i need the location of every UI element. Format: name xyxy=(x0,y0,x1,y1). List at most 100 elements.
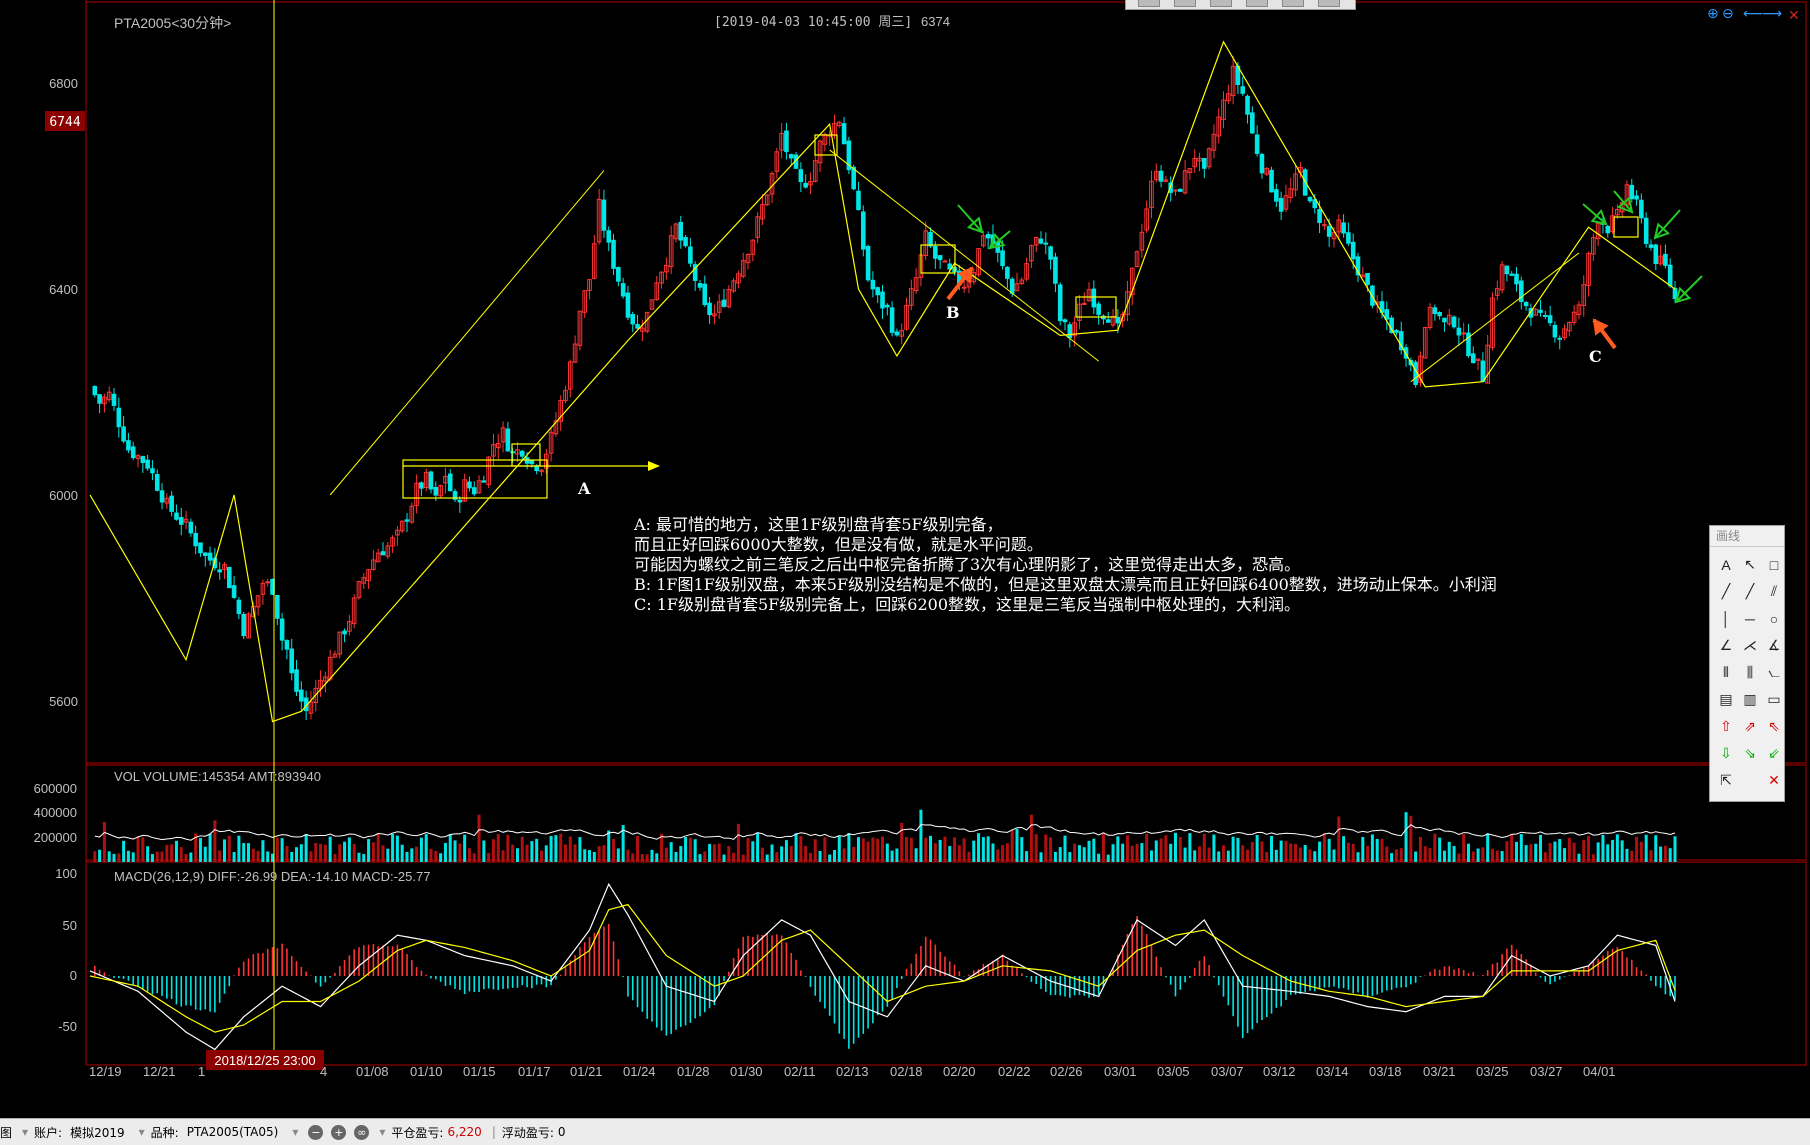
volume-bar xyxy=(1366,845,1370,862)
candle xyxy=(222,562,227,579)
fib-lines-tool-icon[interactable]: ⫼ xyxy=(1746,664,1754,680)
volume-bar xyxy=(828,854,832,862)
zoom-controls[interactable]: ⊕ ⊖ ⟵ ⟶ ✕ xyxy=(1707,5,1800,23)
line-segment-tool-icon[interactable]: ╱ xyxy=(1721,583,1731,599)
volume-bar xyxy=(905,836,909,862)
candle xyxy=(1643,212,1649,248)
macd-lines xyxy=(89,882,1676,1051)
volume-bar xyxy=(1476,848,1480,862)
rectangle-tool-icon[interactable]: □ xyxy=(1769,556,1779,573)
candle-body xyxy=(1125,291,1130,316)
speed-tool-icon[interactable]: ⦦ xyxy=(1768,664,1780,680)
up-arrow-tool-icon[interactable]: ⇧ xyxy=(1720,718,1732,734)
candle-body xyxy=(106,391,112,401)
scroll-left-icon[interactable]: ⟵ xyxy=(1743,5,1763,21)
candle-body xyxy=(942,260,948,263)
select-tool-icon[interactable]: ⇱ xyxy=(1720,772,1732,788)
blank-tool-icon[interactable] xyxy=(1738,767,1762,794)
account-select[interactable]: 模拟2019 xyxy=(70,1125,125,1140)
candle xyxy=(606,226,612,252)
chevron-down-icon[interactable]: ▾ xyxy=(138,1125,145,1139)
float-pnl-value: 0 xyxy=(557,1125,566,1139)
volume-bar xyxy=(818,851,822,862)
statusbar-left-fragment: 图 xyxy=(0,1125,13,1140)
candle-body xyxy=(697,283,703,288)
plus-circle-icon[interactable]: + xyxy=(331,1124,347,1140)
angle-tool-icon[interactable]: ∠ xyxy=(1719,637,1733,653)
vertical-line-tool-icon[interactable]: │ xyxy=(1721,610,1731,627)
product-select[interactable]: PTA2005(TA05) xyxy=(186,1125,279,1139)
candle-body xyxy=(226,566,232,589)
candle-body xyxy=(1317,209,1322,224)
candle-body xyxy=(1326,226,1332,237)
zoom-in-icon[interactable]: ⊕ xyxy=(1707,5,1719,21)
gann-tool-icon[interactable]: ∡ xyxy=(1767,637,1781,653)
macd-tick-minus-50: -50 xyxy=(58,1019,77,1034)
down-right-arrow-tool-icon[interactable]: ⇘ xyxy=(1744,745,1756,761)
candle-body xyxy=(1528,308,1534,318)
candle xyxy=(875,286,880,304)
ellipse-tool-icon[interactable]: ○ xyxy=(1769,610,1779,627)
cycle-lines-tool-icon[interactable]: ⦀ xyxy=(1722,664,1730,680)
chevron-down-icon[interactable]: ▾ xyxy=(379,1125,386,1139)
close-panel-icon[interactable]: ✕ xyxy=(1788,7,1800,23)
candle xyxy=(1571,305,1577,326)
candle xyxy=(1514,267,1519,292)
signal-arrow-shaft xyxy=(1654,209,1681,239)
up-left-arrow-tool-icon[interactable]: ⇖ xyxy=(1768,718,1780,734)
volume-bar xyxy=(1399,848,1403,862)
candle-body xyxy=(865,245,871,281)
volume-bar xyxy=(1082,847,1086,862)
toolbar-btn-icon[interactable] xyxy=(1246,0,1268,7)
candle xyxy=(1461,322,1466,342)
candle xyxy=(1355,252,1361,283)
candle xyxy=(1538,299,1543,317)
chart-area[interactable]: PTA2005<30分钟> [2019-04-03 10:45:00 周三] 6… xyxy=(0,0,1810,1118)
candle xyxy=(1274,183,1279,207)
ray-tool-icon[interactable]: ╱ xyxy=(1745,583,1755,599)
candle xyxy=(860,205,866,257)
zoom-out-icon[interactable]: ⊖ xyxy=(1722,5,1734,21)
volume-bar xyxy=(650,849,654,862)
arrow-pointer-tool-icon[interactable]: ↖ xyxy=(1744,556,1756,572)
candle xyxy=(198,542,203,557)
candle-body xyxy=(909,288,914,306)
ruler-tool-icon[interactable]: ▭ xyxy=(1767,691,1781,707)
chevron-down-icon[interactable]: ▾ xyxy=(292,1125,299,1139)
candle-body xyxy=(568,361,573,390)
volume-bar xyxy=(1471,851,1475,862)
down-arrow-tool-icon[interactable]: ⇩ xyxy=(1720,745,1732,761)
parallel-lines-tool-icon[interactable]: ⫽ xyxy=(1770,583,1778,599)
candle-body xyxy=(97,394,102,404)
candle xyxy=(1533,308,1539,316)
toolbar-btn-icon[interactable] xyxy=(1174,0,1196,7)
fan-tool-icon[interactable]: ⋌ xyxy=(1743,637,1757,653)
toolbar-btn-icon[interactable] xyxy=(1138,0,1160,7)
drawing-toolbox[interactable]: 画线 A ↖ □ ╱ ╱ ⫽ │ ─ ○ ∠ ⋌ ∡ ⦀ ⫼ ⦦ ▤ ▥ ▭ ⇧ ⇗ ⇖ ⇩ ⇘ ⇙ ⇱ ✕ xyxy=(1709,525,1785,802)
volume-bar xyxy=(155,851,159,862)
toolbar-btn-icon[interactable] xyxy=(1282,0,1304,7)
delete-tool-icon[interactable]: ✕ xyxy=(1768,772,1780,788)
horizontal-line-tool-icon[interactable]: ─ xyxy=(1745,610,1755,627)
minus-circle-icon[interactable]: − xyxy=(308,1124,324,1140)
down-left-arrow-tool-icon[interactable]: ⇙ xyxy=(1768,745,1780,761)
text-tool-icon[interactable]: A xyxy=(1721,556,1731,573)
toolbar-btn-icon[interactable] xyxy=(1210,0,1232,7)
glasses-icon[interactable]: ∞ xyxy=(354,1124,370,1140)
volume-bar xyxy=(1073,843,1077,862)
signal-arrow-shaft xyxy=(1675,275,1703,303)
volume-bar xyxy=(1524,845,1528,862)
top-toolbar-stub[interactable] xyxy=(1125,0,1356,10)
candle xyxy=(539,468,544,477)
volume-bar xyxy=(218,850,222,862)
up-right-arrow-tool-icon[interactable]: ⇗ xyxy=(1744,718,1756,734)
scroll-right-icon[interactable]: ⟶ xyxy=(1762,5,1782,21)
volume-bar xyxy=(1198,846,1201,862)
date-label: 1 xyxy=(198,1064,205,1079)
volume-bar xyxy=(102,821,106,862)
pivot-box xyxy=(814,134,838,156)
toolbar-btn-icon[interactable] xyxy=(1318,0,1340,7)
candle-body xyxy=(279,618,285,641)
text-box-tool-icon[interactable]: ▤ xyxy=(1719,691,1733,707)
label-tool-icon[interactable]: ▥ xyxy=(1743,691,1757,707)
